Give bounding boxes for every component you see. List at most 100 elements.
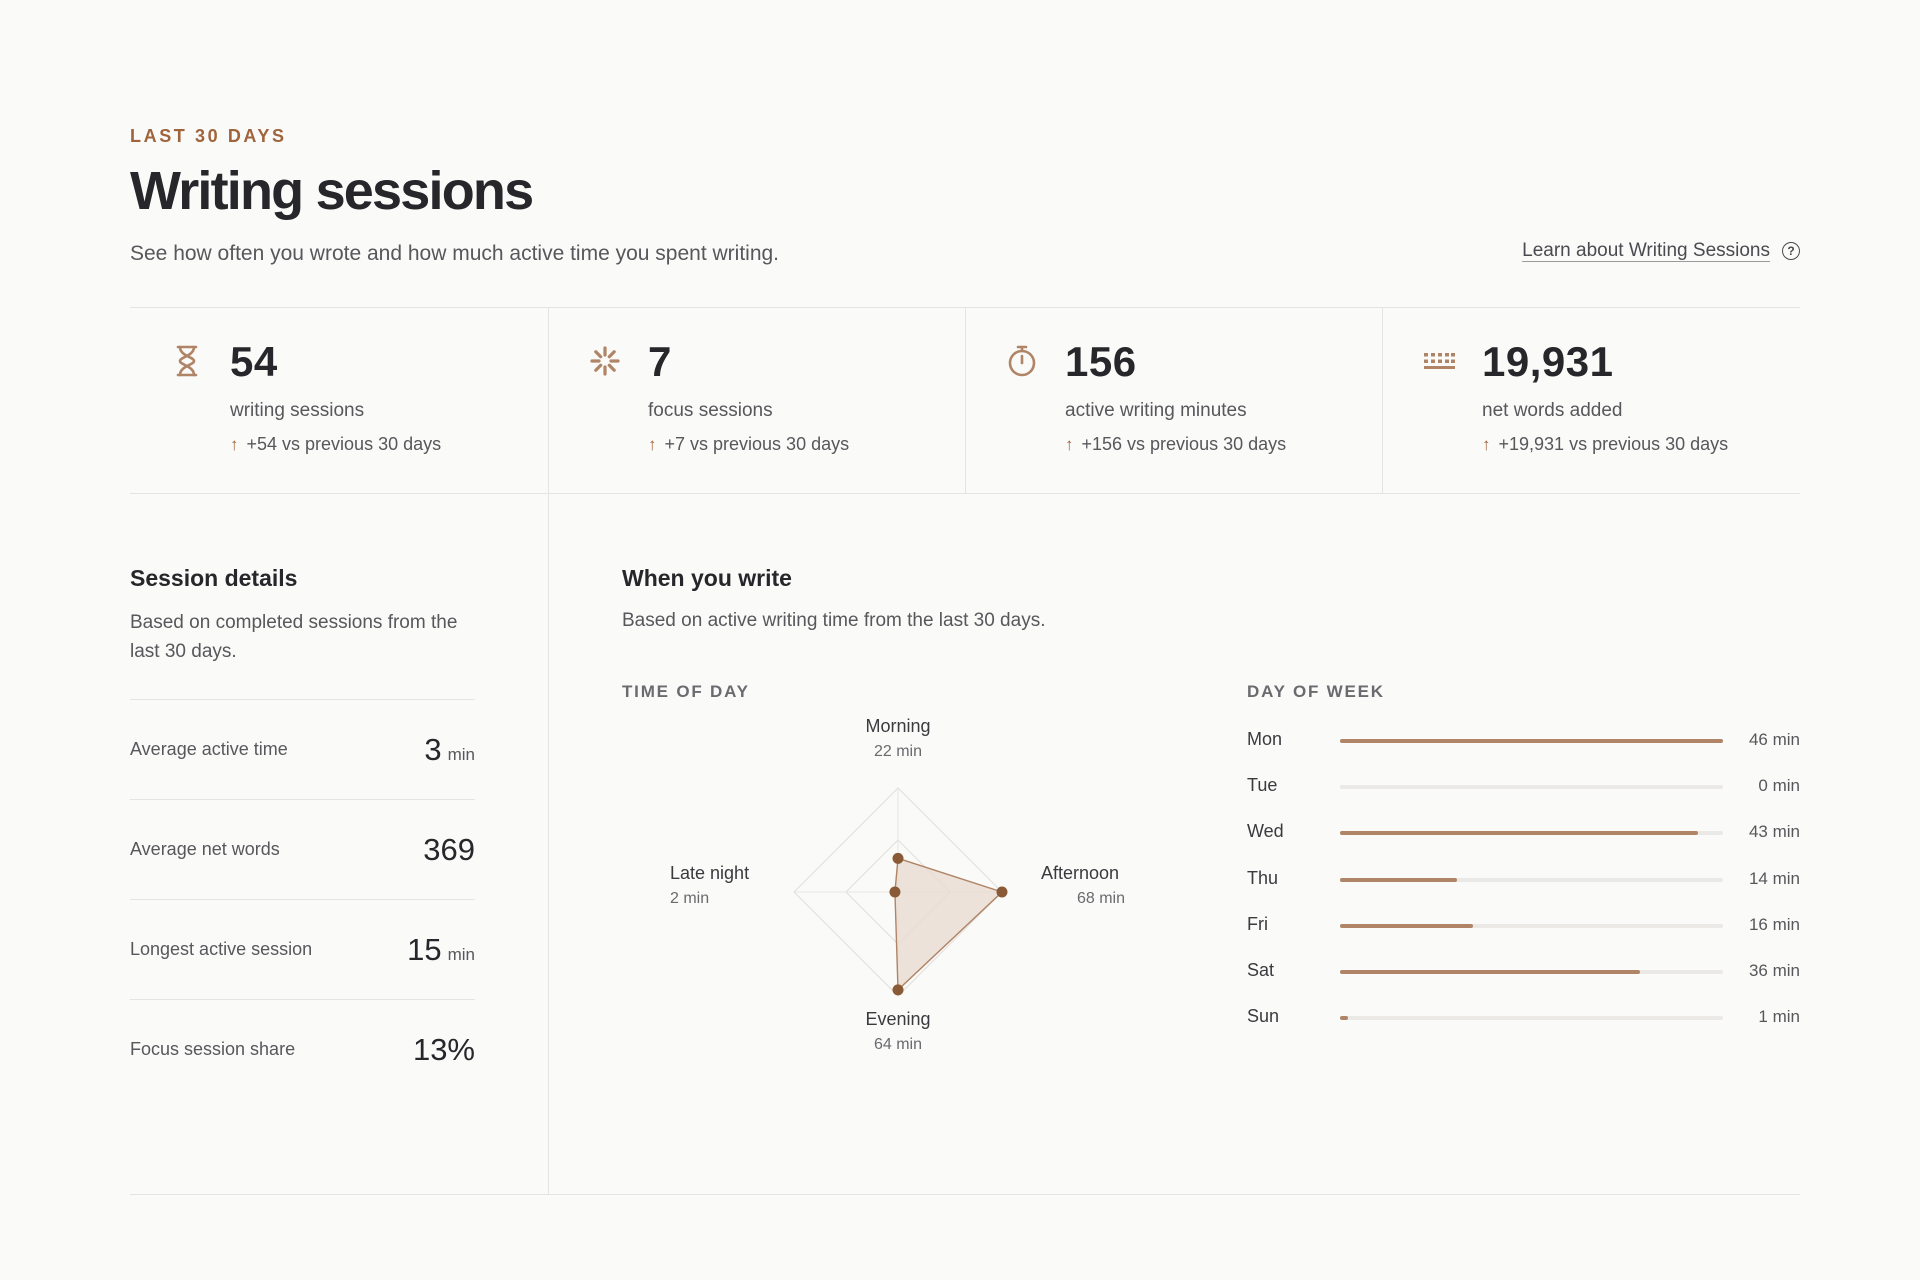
stat-card-focus-sessions: 7 focus sessions ↑ +7 vs previous 30 day… xyxy=(548,308,965,493)
day-label: Wed xyxy=(1247,821,1284,842)
detail-label: Average active time xyxy=(130,739,288,759)
day-value-label: 16 min xyxy=(1748,914,1800,934)
divider xyxy=(130,1194,1800,1195)
time-of-day-label: TIME OF DAY xyxy=(622,682,750,701)
divider xyxy=(548,494,549,1194)
detail-row-focus-session-share: Focus session share 13% xyxy=(130,999,475,1099)
day-row-mon: Mon 46 min xyxy=(1247,725,1800,755)
day-row-tue: Tue 0 min xyxy=(1247,771,1800,801)
stat-card-active-minutes: 156 active writing minutes ↑ +156 vs pre… xyxy=(965,308,1382,493)
day-label: Sat xyxy=(1247,960,1275,980)
when-you-write-title: When you write xyxy=(622,565,792,591)
radar-axis-value: 2 min xyxy=(670,890,709,907)
detail-unit: min xyxy=(447,944,475,964)
day-bar-fill xyxy=(1340,1016,1349,1021)
writing-sessions-page: LAST 30 DAYS Writing sessions See how of… xyxy=(130,0,1800,1280)
hourglass-icon xyxy=(176,345,198,377)
day-bar-track xyxy=(1340,739,1723,743)
detail-row-average-net-words: Average net words 369 xyxy=(130,799,475,899)
day-row-wed: Wed 43 min xyxy=(1247,817,1800,847)
day-row-sat: Sat 36 min xyxy=(1247,956,1800,986)
detail-value-group: 15 min xyxy=(407,932,475,968)
session-details-title: Session details xyxy=(130,565,298,591)
stat-value: 54 xyxy=(230,338,278,385)
detail-label: Average net words xyxy=(130,839,280,859)
keyboard-icon xyxy=(1424,353,1455,369)
day-bar-fill xyxy=(1340,877,1457,882)
detail-label: Longest active session xyxy=(130,939,313,959)
learn-about-link-group[interactable]: Learn about Writing Sessions ? xyxy=(1522,240,1800,262)
learn-about-link[interactable]: Learn about Writing Sessions xyxy=(1522,240,1770,261)
day-bar-track xyxy=(1340,923,1723,928)
detail-value-group: 13% xyxy=(413,1032,475,1068)
page-title: Writing sessions xyxy=(130,161,534,221)
stat-label: active writing minutes xyxy=(1065,400,1247,421)
stat-card-net-words: 19,931 net words added ↑ +19,931 vs prev… xyxy=(1382,308,1799,493)
help-circle-icon[interactable]: ? xyxy=(1782,242,1800,260)
radar-axis-label: Morning xyxy=(865,716,930,736)
detail-unit: min xyxy=(447,744,475,764)
when-you-write-description: Based on active writing time from the la… xyxy=(622,610,1046,631)
stat-delta-text: +19,931 vs previous 30 days xyxy=(1498,434,1729,454)
time-of-day-radar-chart: Morning 22 min Afternoon 68 min Evening 64 mi… xyxy=(670,716,1125,1053)
detail-value-group: 3 min xyxy=(424,732,475,768)
day-value-label: 1 min xyxy=(1758,1007,1800,1027)
day-value-label: 0 min xyxy=(1758,776,1800,796)
stopwatch-icon xyxy=(1008,345,1036,377)
radar-axis-label: Afternoon xyxy=(1041,863,1119,883)
radar-axis-value: 64 min xyxy=(874,1036,922,1053)
day-bar-fill xyxy=(1340,970,1640,974)
stat-delta: ↑ +54 vs previous 30 days xyxy=(230,434,441,455)
day-bar-fill xyxy=(1340,739,1723,743)
day-row-sun: Sun 1 min xyxy=(1247,1002,1800,1032)
stat-value: 19,931 xyxy=(1482,338,1614,385)
radar-axis-value: 68 min xyxy=(1077,890,1125,907)
detail-value: 13% xyxy=(412,1031,475,1067)
radar-axis-label: Evening xyxy=(865,1009,930,1029)
arrow-up-icon: ↑ xyxy=(230,434,239,454)
day-bar-track xyxy=(1340,831,1723,836)
day-bar-track xyxy=(1340,877,1723,882)
arrow-up-icon: ↑ xyxy=(1482,434,1491,454)
radar-axis-label: Late night xyxy=(670,863,749,883)
detail-value: 3 xyxy=(424,731,442,767)
detail-row-average-active-time: Average active time 3 min xyxy=(130,699,475,799)
detail-row-longest-active-session: Longest active session 15 min xyxy=(130,899,475,999)
divider xyxy=(130,493,1800,494)
day-bar-fill xyxy=(1340,831,1699,836)
day-of-week-label: DAY OF WEEK xyxy=(1247,682,1385,701)
day-bar-track xyxy=(1340,1016,1723,1021)
stat-delta-text: +54 vs previous 30 days xyxy=(246,434,442,454)
stat-delta-text: +7 vs previous 30 days xyxy=(664,434,850,454)
detail-value: 369 xyxy=(423,831,475,867)
divider xyxy=(548,308,549,493)
radar-point xyxy=(889,886,901,898)
stat-label: writing sessions xyxy=(230,400,365,421)
stat-delta: ↑ +19,931 vs previous 30 days xyxy=(1482,434,1728,455)
day-bar-track xyxy=(1340,970,1723,974)
day-value-label: 46 min xyxy=(1748,730,1800,749)
day-label: Fri xyxy=(1247,913,1268,934)
radar-point xyxy=(892,852,904,864)
arrow-up-icon: ↑ xyxy=(648,434,657,454)
day-bar-track xyxy=(1340,785,1723,790)
focus-icon xyxy=(590,346,620,376)
day-label: Thu xyxy=(1247,867,1279,888)
radar-point xyxy=(892,984,904,996)
divider xyxy=(965,308,966,493)
arrow-up-icon: ↑ xyxy=(1065,434,1074,454)
day-value-label: 14 min xyxy=(1748,868,1800,888)
stat-value: 156 xyxy=(1065,338,1137,385)
stat-value: 7 xyxy=(648,338,672,385)
stat-delta: ↑ +7 vs previous 30 days xyxy=(648,434,849,455)
stat-card-writing-sessions: 54 writing sessions ↑ +54 vs previous 30… xyxy=(130,308,547,493)
day-label: Tue xyxy=(1247,775,1278,796)
page-subtitle: See how often you wrote and how much act… xyxy=(130,242,780,265)
day-value-label: 43 min xyxy=(1748,822,1800,842)
detail-label: Focus session share xyxy=(130,1039,296,1059)
stat-label: net words added xyxy=(1482,400,1623,421)
detail-value-group: 369 xyxy=(423,832,475,868)
divider xyxy=(130,307,1800,308)
period-eyebrow: LAST 30 DAYS xyxy=(130,126,287,146)
day-row-fri: Fri 16 min xyxy=(1247,910,1800,940)
